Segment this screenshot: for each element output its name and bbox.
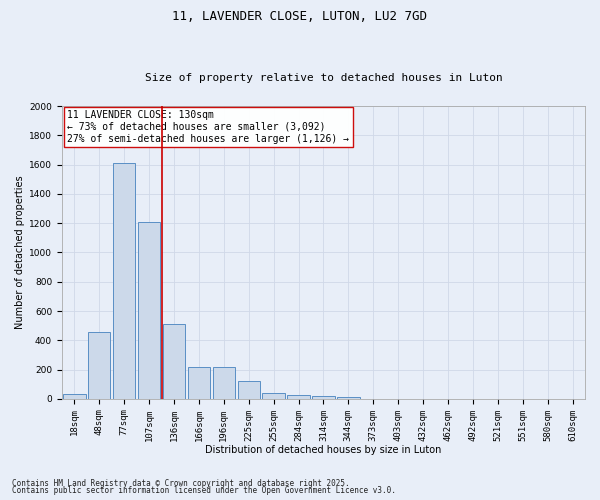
Text: 11 LAVENDER CLOSE: 130sqm
← 73% of detached houses are smaller (3,092)
27% of se: 11 LAVENDER CLOSE: 130sqm ← 73% of detac… bbox=[67, 110, 349, 144]
Title: Size of property relative to detached houses in Luton: Size of property relative to detached ho… bbox=[145, 73, 502, 83]
Bar bbox=[188, 368, 210, 399]
Bar bbox=[262, 393, 285, 399]
Bar bbox=[88, 332, 110, 399]
Bar bbox=[312, 396, 335, 399]
Text: Contains HM Land Registry data © Crown copyright and database right 2025.: Contains HM Land Registry data © Crown c… bbox=[12, 478, 350, 488]
Bar bbox=[212, 368, 235, 399]
Y-axis label: Number of detached properties: Number of detached properties bbox=[15, 176, 25, 329]
Text: 11, LAVENDER CLOSE, LUTON, LU2 7GD: 11, LAVENDER CLOSE, LUTON, LU2 7GD bbox=[173, 10, 427, 23]
Bar bbox=[238, 380, 260, 399]
Bar bbox=[113, 163, 136, 399]
Text: Contains public sector information licensed under the Open Government Licence v3: Contains public sector information licen… bbox=[12, 486, 396, 495]
X-axis label: Distribution of detached houses by size in Luton: Distribution of detached houses by size … bbox=[205, 445, 442, 455]
Bar bbox=[63, 394, 86, 399]
Bar bbox=[337, 396, 359, 399]
Bar bbox=[138, 222, 160, 399]
Bar bbox=[163, 324, 185, 399]
Bar bbox=[287, 395, 310, 399]
